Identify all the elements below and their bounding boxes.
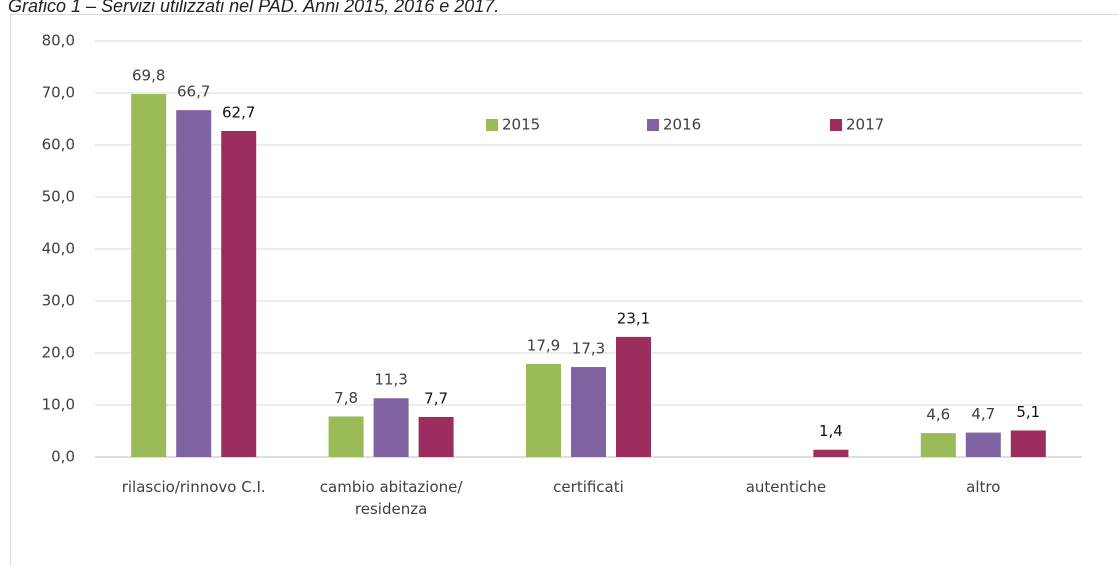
data-label: 69,8 — [132, 67, 165, 85]
y-tick-label: 10,0 — [42, 396, 75, 414]
data-label: 1,4 — [819, 422, 843, 440]
y-tick-label: 70,0 — [42, 84, 75, 102]
y-tick-label: 40,0 — [42, 240, 75, 258]
bar — [418, 416, 454, 457]
data-label: 11,3 — [374, 371, 407, 389]
legend-swatch — [647, 119, 659, 131]
data-label: 7,7 — [424, 389, 448, 407]
bar — [131, 94, 167, 457]
bar — [328, 416, 364, 457]
y-tick-label: 60,0 — [42, 136, 75, 154]
bar — [1010, 430, 1046, 457]
y-tick-label: 50,0 — [42, 188, 75, 206]
data-label: 17,9 — [527, 336, 560, 354]
legend-label: 2017 — [846, 116, 884, 134]
y-tick-label: 30,0 — [42, 292, 75, 310]
data-label: 4,6 — [926, 406, 950, 424]
data-label: 62,7 — [222, 103, 255, 121]
x-tick-label: altro — [966, 478, 1001, 496]
bar — [526, 363, 561, 457]
bar — [813, 449, 849, 457]
y-tick-label: 0,0 — [51, 448, 75, 466]
bar — [965, 432, 1001, 457]
bar — [176, 110, 212, 457]
data-label: 17,3 — [572, 340, 605, 358]
data-label: 7,8 — [334, 389, 358, 407]
bar — [221, 130, 257, 457]
bar — [616, 336, 651, 457]
y-tick-label: 20,0 — [42, 344, 75, 362]
x-tick-label: autentiche — [745, 478, 827, 496]
data-label: 23,1 — [617, 309, 650, 327]
data-label: 5,1 — [1016, 403, 1040, 421]
x-tick-label: rilascio/rinnovo C.I. — [121, 478, 266, 496]
x-tick-label: certificati — [553, 478, 624, 496]
legend-label: 2016 — [663, 116, 701, 134]
data-label: 4,7 — [971, 405, 995, 423]
legend-swatch — [830, 119, 842, 131]
bar — [373, 398, 409, 457]
data-label: 66,7 — [177, 83, 210, 101]
bar — [920, 433, 956, 457]
y-tick-label: 80,0 — [42, 32, 75, 50]
chart-title: Grafico 1 – Servizi utilizzati nel PAD. … — [8, 0, 499, 16]
bar — [571, 367, 606, 457]
legend-swatch — [486, 119, 498, 131]
x-tick-label: cambio abitazione/ residenza — [319, 478, 463, 518]
chart-frame — [10, 14, 1118, 566]
legend-label: 2015 — [502, 116, 540, 134]
